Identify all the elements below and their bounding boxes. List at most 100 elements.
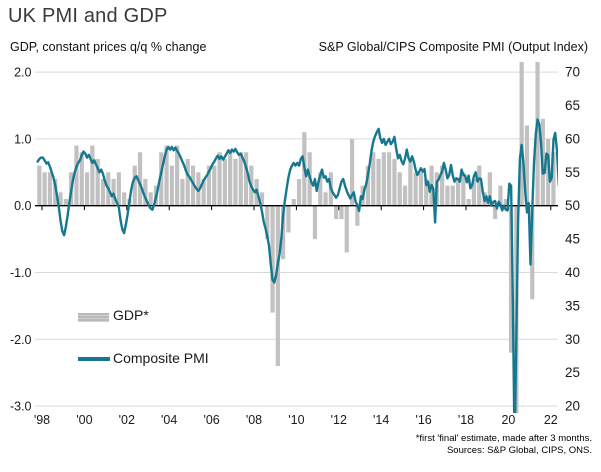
gdp-bar [63, 199, 68, 206]
gdp-bar [159, 152, 164, 206]
gdp-bar [122, 192, 127, 206]
gdp-bar [185, 158, 190, 206]
y-axis-label-right: 70 [565, 65, 580, 80]
y-axis-label-left: 2.0 [14, 66, 31, 80]
y-axis-label-right: 45 [565, 232, 580, 247]
gdp-bar [371, 152, 376, 206]
y-axis-label-right: 50 [565, 198, 580, 213]
gdp-legend-swatch [78, 313, 109, 322]
gdp-bar [524, 125, 530, 206]
gdp-bar [116, 172, 121, 206]
y-axis-label-right: 40 [565, 265, 580, 280]
gdp-bar [206, 165, 212, 206]
x-axis-label: '10 [288, 413, 304, 427]
gdp-bar [143, 178, 148, 206]
x-axis-label: 20 [501, 413, 515, 427]
x-axis-label: '04 [161, 413, 177, 427]
gdp-bar [37, 165, 42, 206]
gdp-bar [265, 205, 270, 240]
y-axis-label-right: 60 [565, 131, 580, 146]
gdp-bar [95, 158, 100, 206]
gdp-bar [334, 205, 339, 220]
left-axis-caption: GDP, constant prices q/q % change [10, 40, 207, 54]
x-axis-label: '98 [34, 413, 50, 427]
y-axis-label-right: 30 [565, 332, 580, 347]
gdp-bar [424, 178, 429, 206]
gdp-bar [344, 205, 349, 253]
gdp-bar [243, 152, 249, 206]
gdp-bar [312, 205, 318, 240]
gdp-bar [111, 178, 116, 206]
gdp-bar [487, 172, 492, 206]
gdp-bar [461, 172, 466, 206]
x-axis-label: '06 [203, 413, 219, 427]
gdp-bar [100, 178, 106, 206]
y-axis-label-left: 1.0 [14, 132, 31, 146]
gdp-bar [137, 152, 143, 206]
gdp-bar [58, 192, 63, 206]
gdp-bar [339, 205, 344, 220]
gdp-bar [355, 205, 360, 226]
gdp-bar [275, 205, 280, 367]
gdp-bar [164, 145, 169, 206]
gdp-bar [228, 152, 233, 206]
x-axis-label: '18 [458, 413, 474, 427]
y-axis-label-right: 65 [565, 98, 580, 113]
x-axis-label: '16 [415, 413, 431, 427]
gdp-bar [217, 152, 222, 206]
footnote-line-2: Sources: S&P Global, CIPS, ONS. [446, 445, 592, 456]
gdp-bar [190, 165, 196, 206]
gdp-bar [530, 205, 535, 300]
gdp-bar [397, 172, 402, 206]
x-axis-label: '00 [76, 413, 92, 427]
page-title: UK PMI and GDP [8, 5, 168, 27]
gdp-bar [503, 199, 508, 206]
y-axis-label-right: 25 [565, 365, 580, 380]
gdp-bar [296, 178, 302, 206]
gdp-bar [42, 172, 47, 206]
gdp-bar [233, 158, 238, 206]
gdp-bar [259, 192, 265, 206]
gdp-bar [318, 172, 323, 206]
y-axis-label-right: 35 [565, 298, 580, 313]
x-axis-label: '02 [119, 413, 135, 427]
x-axis-label: '12 [331, 413, 347, 427]
gdp-bar [323, 192, 328, 206]
footnote: *first 'final' estimate, made after 3 mo… [416, 433, 592, 457]
gdp-bar [466, 199, 471, 206]
gdp-bar [132, 165, 137, 206]
x-axis-label: '08 [246, 413, 262, 427]
gdp-bar [238, 152, 243, 206]
gdp-bar [381, 152, 386, 206]
y-axis-label-left: -1.0 [10, 266, 32, 280]
gdp-bar [498, 185, 503, 206]
gdp-bar [212, 165, 217, 206]
gdp-bar [450, 185, 455, 206]
pmi-line-group [36, 118, 558, 413]
gdp-bar [201, 178, 206, 206]
footnote-line-1: *first 'final' estimate, made after 3 mo… [415, 433, 592, 444]
gdp-bar [445, 185, 450, 206]
gdp-bar [519, 62, 524, 206]
gdp-bar [79, 152, 84, 206]
gdp-bar [365, 165, 371, 206]
gdp-bar [349, 138, 355, 206]
y-axis-label-left: -2.0 [10, 333, 32, 347]
gdp-bar [180, 178, 185, 206]
x-axis-label: '14 [373, 413, 389, 427]
pmi-legend-label: Composite PMI [113, 350, 209, 366]
gdp-bar [90, 145, 95, 206]
gdp-bar [551, 152, 556, 206]
gdp-bar [408, 158, 413, 206]
gdp-bar [376, 158, 381, 206]
gdp-legend-label: GDP* [113, 307, 149, 323]
gdp-bar [477, 165, 482, 206]
gdp-bar [169, 165, 174, 206]
gdp-bar [387, 152, 392, 206]
x-axis-label: 22 [544, 413, 558, 427]
gdp-bar [471, 178, 477, 206]
gdp-bar [535, 62, 540, 206]
pmi-line [36, 118, 558, 413]
